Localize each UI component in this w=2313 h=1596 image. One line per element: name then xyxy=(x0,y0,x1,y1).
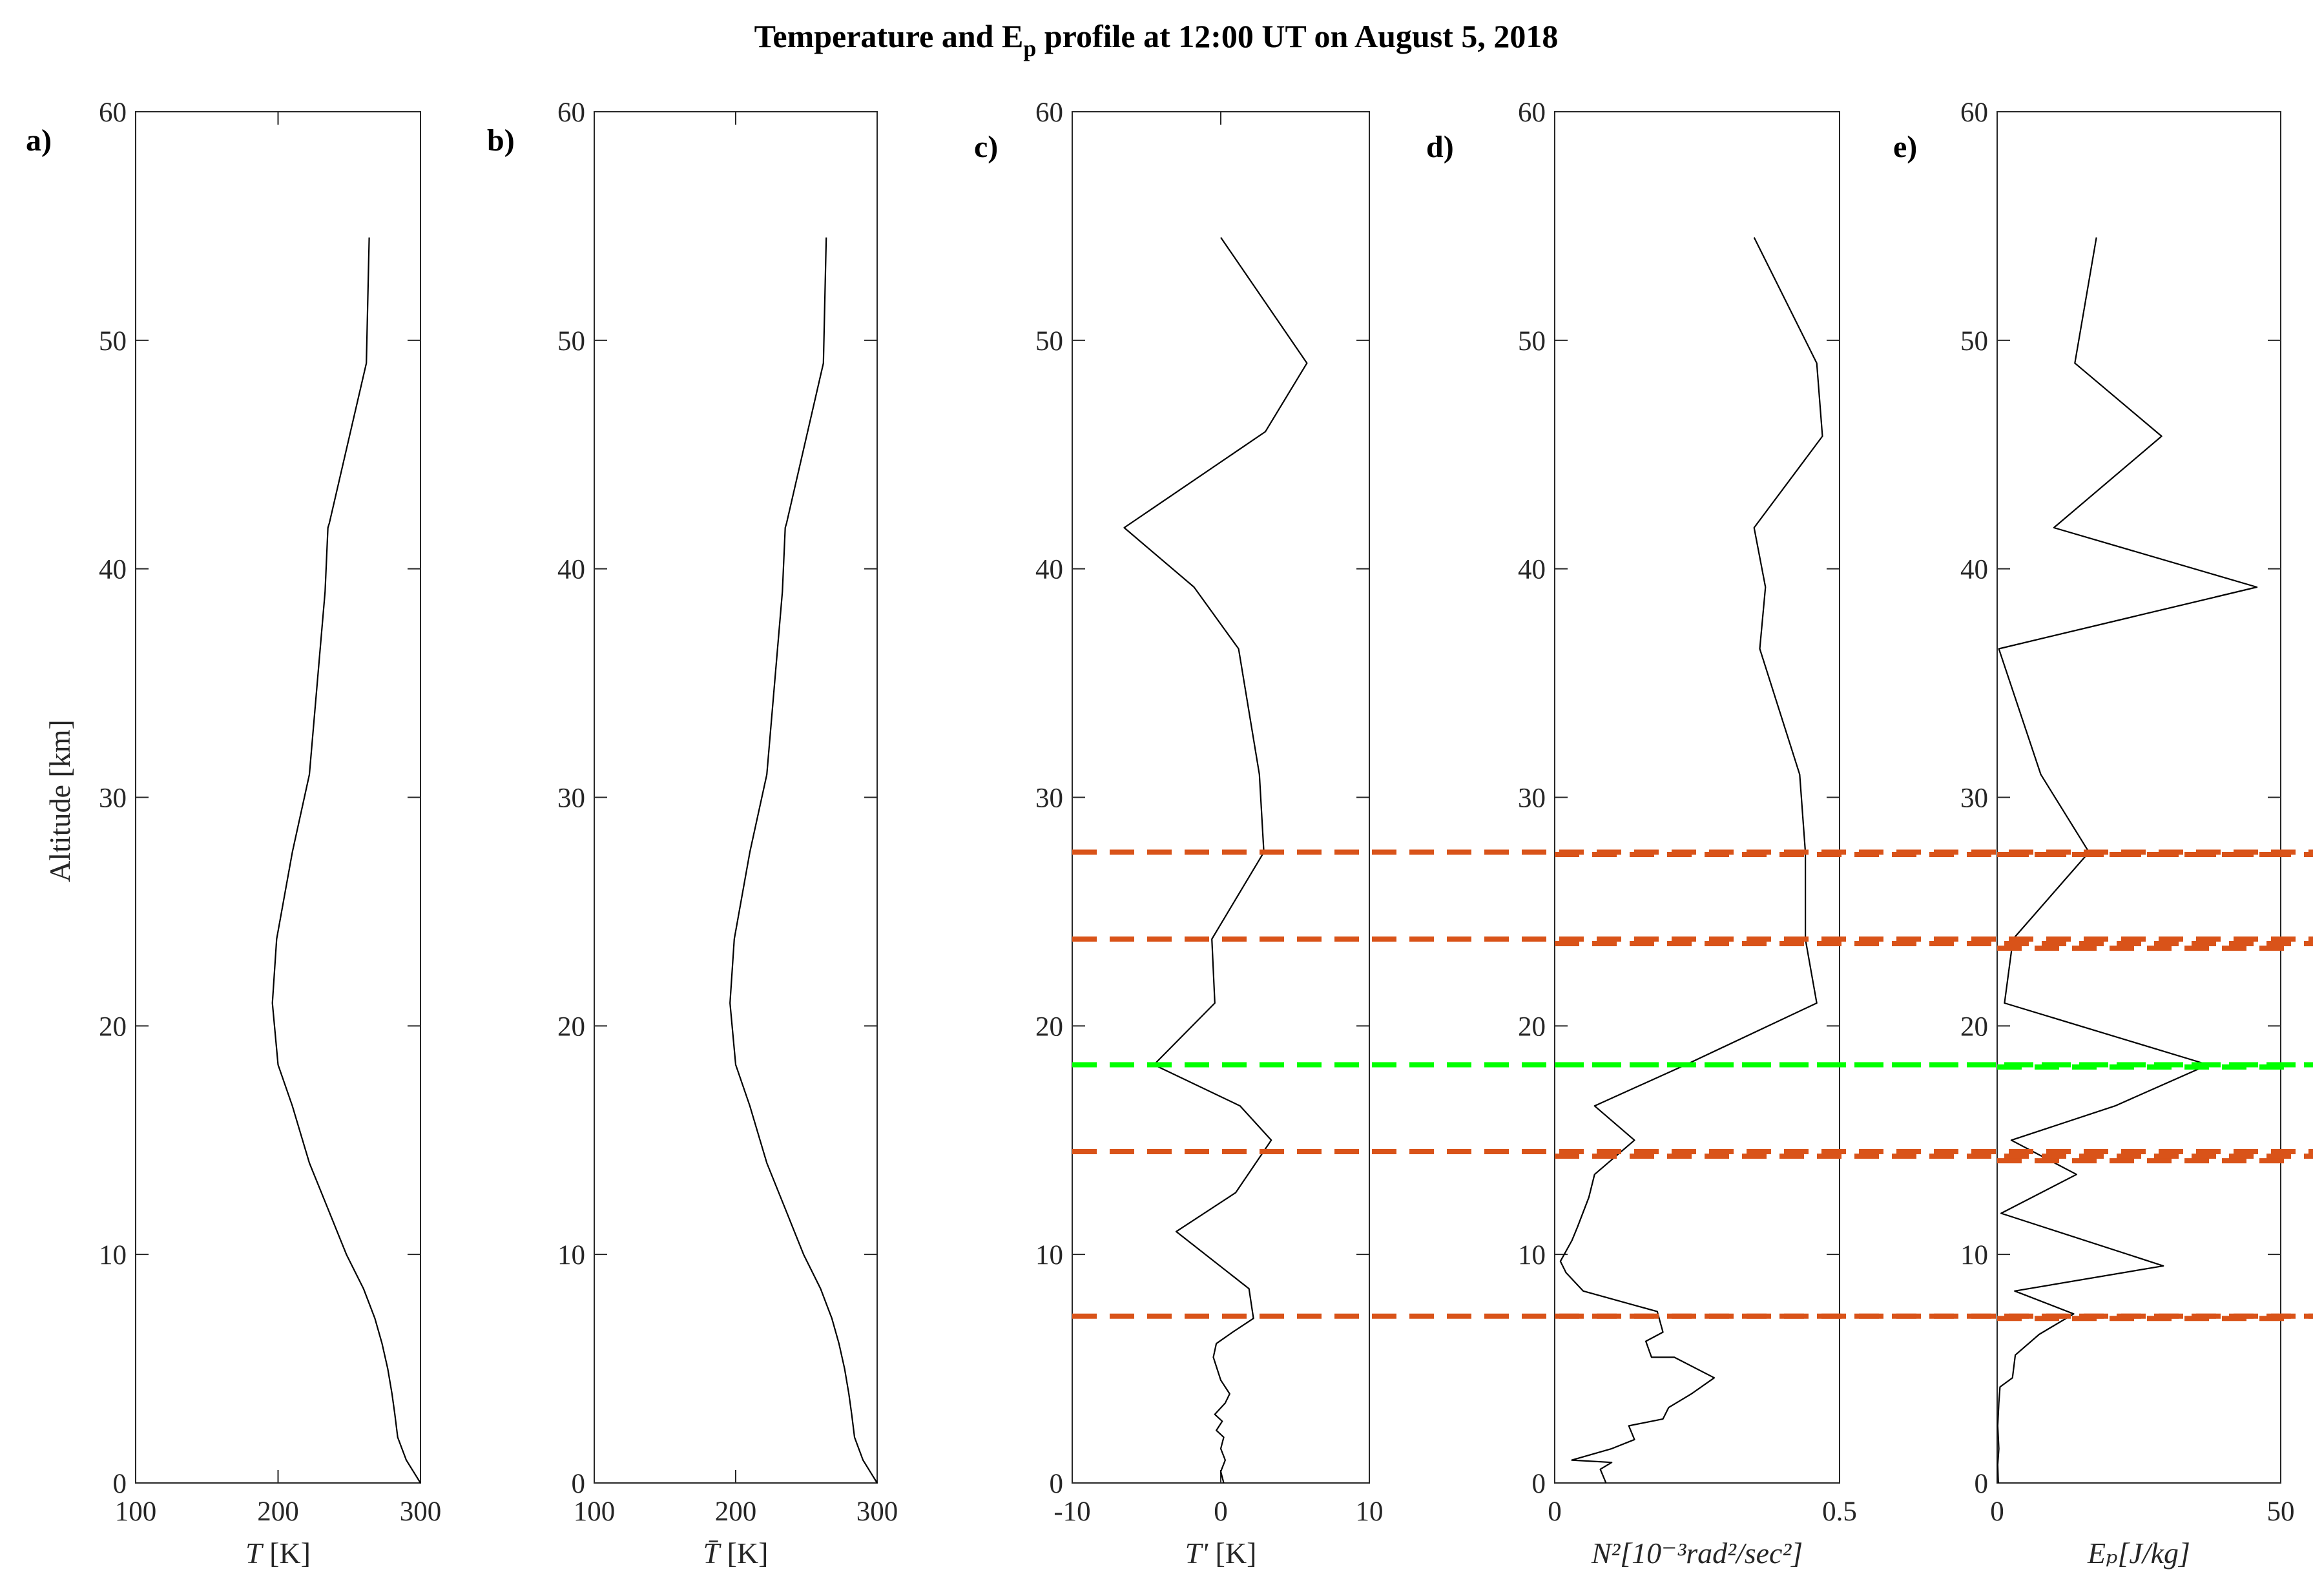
x-tick-label: 200 xyxy=(715,1497,757,1527)
x-axis-symbol: T̄ xyxy=(703,1537,722,1570)
y-tick-label: 0 xyxy=(572,1469,586,1499)
x-tick-label: 10 xyxy=(1356,1497,1384,1527)
y-tick-label: 20 xyxy=(99,1011,127,1042)
y-tick-label: 50 xyxy=(1518,326,1546,357)
y-tick-label: 20 xyxy=(1960,1011,1988,1042)
axes-box xyxy=(1997,111,2281,1484)
series-line-Ep xyxy=(1997,237,2258,1484)
panel-label: c) xyxy=(974,130,998,164)
y-tick-label: 30 xyxy=(99,783,127,814)
y-tick-label: 10 xyxy=(1035,1240,1063,1270)
x-axis-unit: [K] xyxy=(1208,1537,1256,1570)
panel-b: 0 10 20 30 40 50 60 100 200 300 T̄ [K] b) xyxy=(487,98,898,1570)
x-axis-label: Eₚ[J/kg] xyxy=(2087,1537,2190,1570)
x-tick-label: 0 xyxy=(1214,1497,1228,1527)
series-line-T' xyxy=(1123,236,1308,1484)
panel-e: 0 10 20 30 40 50 60 0 50 Eₚ[J/kg] e) xyxy=(1893,98,2295,1570)
title-prefix: Temperature and E xyxy=(754,18,1024,54)
y-tick-label: 30 xyxy=(1518,783,1546,814)
y-tick-label: 60 xyxy=(1960,98,1988,128)
y-axis-label: Altitude [km] xyxy=(43,720,76,882)
y-tick-label: 40 xyxy=(1035,555,1063,585)
y-tick-label: 10 xyxy=(557,1240,585,1270)
y-tick-label: 0 xyxy=(113,1469,127,1499)
x-tick-label: 0 xyxy=(1548,1497,1562,1527)
x-axis-label: T̄ [K] xyxy=(703,1537,769,1570)
x-axis-unit: [K] xyxy=(262,1537,311,1570)
y-tick-label: 0 xyxy=(1532,1469,1546,1499)
y-tick-label: 30 xyxy=(1035,783,1063,814)
y-tick-label: 0 xyxy=(1975,1469,1989,1499)
y-tick-label: 10 xyxy=(99,1240,127,1270)
axes-box xyxy=(135,111,421,1484)
series-line-N2 xyxy=(1559,237,1823,1484)
x-axis-symbol: Eₚ[J/kg] xyxy=(2087,1537,2190,1570)
axes-box xyxy=(594,111,878,1484)
panel-label: b) xyxy=(487,123,515,158)
x-axis-symbol: T xyxy=(245,1537,264,1570)
x-axis-symbol: T' xyxy=(1185,1537,1209,1570)
x-axis-unit: [K] xyxy=(720,1537,768,1570)
panel-d: 0 10 20 30 40 50 60 0 0.5 N²[10⁻³rad²/sec²] d) xyxy=(1426,98,1857,1570)
y-tick-label: 10 xyxy=(1518,1240,1546,1270)
x-tick-label: 0.5 xyxy=(1822,1497,1857,1527)
panel-a: 0 10 20 30 40 50 60 100 200 300 T [K] a) xyxy=(26,98,441,1570)
y-tick-label: 10 xyxy=(1960,1240,1988,1270)
x-tick-label: 50 xyxy=(2267,1497,2295,1527)
axes-box xyxy=(1072,111,1370,1484)
y-tick-label: 60 xyxy=(1518,98,1546,128)
y-tick-label: 40 xyxy=(1518,555,1546,585)
x-axis-label: T [K] xyxy=(245,1537,311,1570)
y-tick-label: 60 xyxy=(99,98,127,128)
y-tick-label: 20 xyxy=(1518,1011,1546,1042)
x-tick-label: -10 xyxy=(1053,1497,1090,1527)
x-tick-label: 100 xyxy=(574,1497,616,1527)
series-line-T xyxy=(271,237,421,1484)
x-tick-label: 0 xyxy=(1990,1497,2004,1527)
panel-label: a) xyxy=(26,123,52,158)
x-tick-label: 100 xyxy=(115,1497,157,1527)
marker-lines xyxy=(1072,849,2313,1321)
title-subscript: p xyxy=(1023,36,1036,61)
x-tick-label: 200 xyxy=(257,1497,299,1527)
y-tick-label: 20 xyxy=(557,1011,585,1042)
y-tick-label: 0 xyxy=(1050,1469,1064,1499)
y-tick-label: 50 xyxy=(99,326,127,357)
x-tick-label: 300 xyxy=(856,1497,898,1527)
series-line-T-bar xyxy=(729,237,878,1484)
y-tick-label: 40 xyxy=(557,555,585,585)
panel-label: e) xyxy=(1893,130,1917,164)
y-tick-label: 50 xyxy=(1035,326,1063,357)
y-tick-label: 60 xyxy=(1035,98,1063,128)
x-axis-label: T' [K] xyxy=(1185,1537,1257,1570)
y-tick-label: 20 xyxy=(1035,1011,1063,1042)
y-tick-label: 30 xyxy=(557,783,585,814)
x-tick-label: 300 xyxy=(400,1497,442,1527)
y-tick-label: 40 xyxy=(1960,555,1988,585)
y-tick-label: 50 xyxy=(1960,326,1988,357)
x-axis-symbol: N²[10⁻³rad²/sec²] xyxy=(1591,1537,1803,1570)
y-tick-label: 30 xyxy=(1960,783,1988,814)
panel-label: d) xyxy=(1426,130,1454,164)
axes-box xyxy=(1554,111,1840,1484)
title-suffix: profile at 12:00 UT on August 5, 2018 xyxy=(1036,18,1558,54)
y-tick-label: 50 xyxy=(557,326,585,357)
x-axis-label: N²[10⁻³rad²/sec²] xyxy=(1591,1537,1803,1570)
figure-title: Temperature and Ep profile at 12:00 UT o… xyxy=(754,18,1559,61)
y-tick-label: 40 xyxy=(99,555,127,585)
y-tick-label: 60 xyxy=(557,98,585,128)
